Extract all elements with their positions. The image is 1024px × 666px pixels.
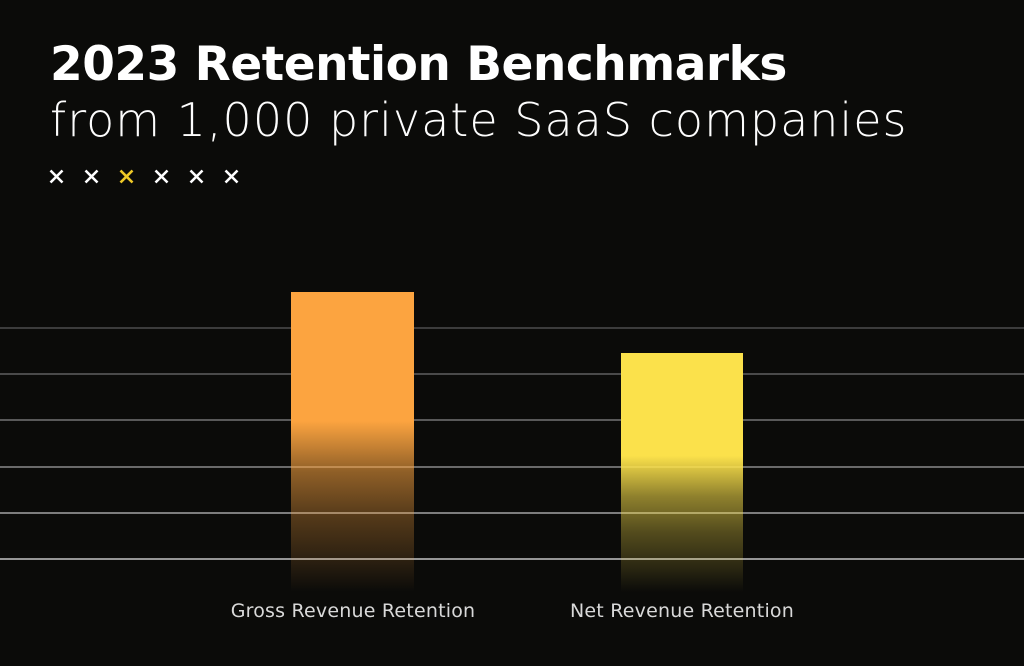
x-mark-icon	[49, 169, 64, 184]
x-mark-icon	[84, 169, 99, 184]
gridline	[0, 419, 1024, 421]
gridline	[0, 558, 1024, 560]
bar-net-revenue-retention	[621, 353, 743, 592]
x-mark-icon	[154, 169, 169, 184]
gridline	[0, 373, 1024, 375]
x-marks-row	[49, 169, 239, 184]
gridline	[0, 512, 1024, 514]
bar-label-net-revenue-retention: Net Revenue Retention	[570, 600, 794, 622]
x-mark-icon	[224, 169, 239, 184]
gridline	[0, 327, 1024, 329]
x-mark-icon	[189, 169, 204, 184]
bar-label-gross-revenue-retention: Gross Revenue Retention	[230, 600, 476, 622]
page-title: 2023 Retention Benchmarks	[50, 37, 787, 92]
bar-gross-revenue-retention	[291, 292, 414, 592]
gridline	[0, 466, 1024, 468]
x-mark-icon	[119, 169, 134, 184]
page-subtitle: from 1,000 private SaaS companies	[50, 93, 908, 147]
